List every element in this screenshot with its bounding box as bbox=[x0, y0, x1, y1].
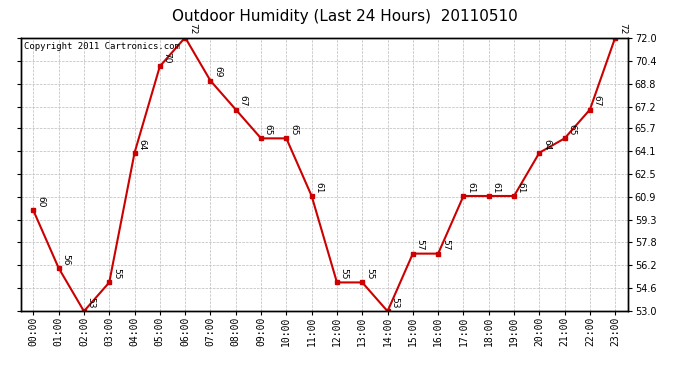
Text: 61: 61 bbox=[491, 182, 500, 193]
Text: 65: 65 bbox=[289, 124, 298, 136]
Text: 56: 56 bbox=[61, 254, 70, 265]
Text: 55: 55 bbox=[112, 268, 121, 280]
Text: 64: 64 bbox=[542, 139, 551, 150]
Text: 67: 67 bbox=[593, 95, 602, 107]
Text: 61: 61 bbox=[315, 182, 324, 193]
Text: 69: 69 bbox=[213, 66, 222, 78]
Text: 60: 60 bbox=[36, 196, 45, 208]
Text: Copyright 2011 Cartronics.com: Copyright 2011 Cartronics.com bbox=[23, 42, 179, 51]
Text: 70: 70 bbox=[163, 52, 172, 63]
Text: 55: 55 bbox=[339, 268, 348, 280]
Text: 57: 57 bbox=[441, 239, 450, 251]
Text: 53: 53 bbox=[391, 297, 400, 309]
Text: 72: 72 bbox=[188, 23, 197, 35]
Text: 72: 72 bbox=[618, 23, 627, 35]
Text: 67: 67 bbox=[239, 95, 248, 107]
Text: 65: 65 bbox=[567, 124, 576, 136]
Text: 61: 61 bbox=[517, 182, 526, 193]
Text: 57: 57 bbox=[415, 239, 424, 251]
Text: 65: 65 bbox=[264, 124, 273, 136]
Text: 55: 55 bbox=[365, 268, 374, 280]
Text: 64: 64 bbox=[137, 139, 146, 150]
Text: Outdoor Humidity (Last 24 Hours)  20110510: Outdoor Humidity (Last 24 Hours) 2011051… bbox=[172, 9, 518, 24]
Text: 53: 53 bbox=[87, 297, 96, 309]
Text: 61: 61 bbox=[466, 182, 475, 193]
